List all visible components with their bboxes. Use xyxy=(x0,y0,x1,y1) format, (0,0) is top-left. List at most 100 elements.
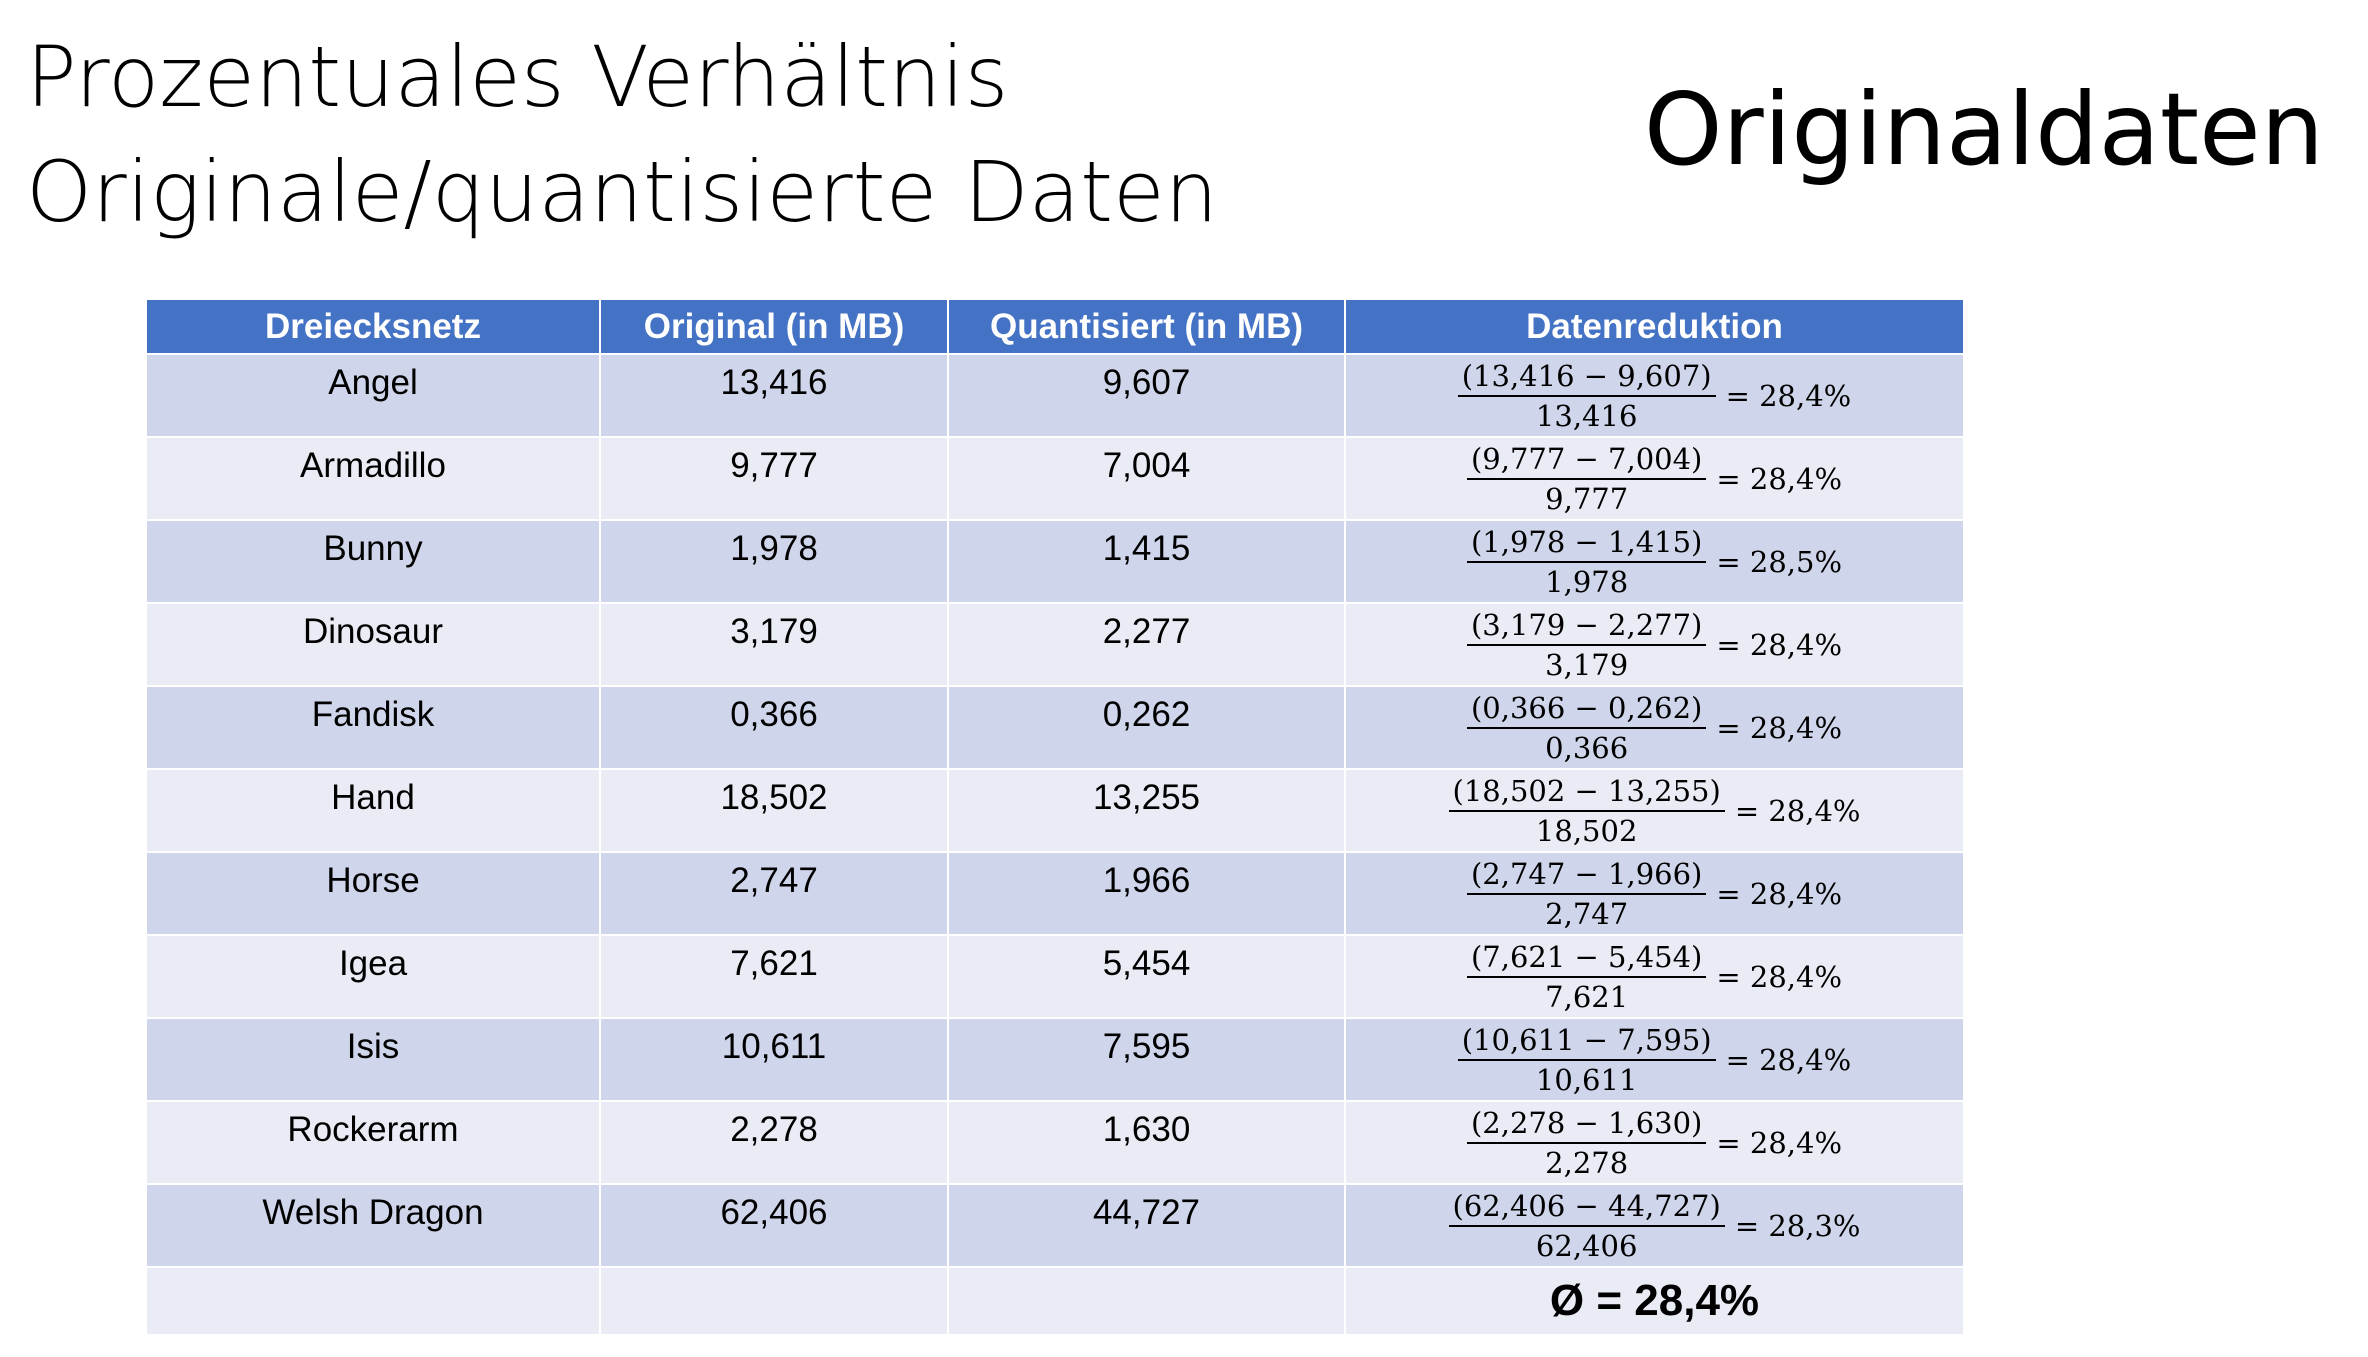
cell-original: 2,747 xyxy=(600,851,949,935)
cell-mesh: Isis xyxy=(147,1017,601,1101)
cell-reduction: (1,978 − 1,415) 1,978 = 28,5% xyxy=(1345,519,1963,603)
fraction-numerator: (18,502 − 13,255) xyxy=(1448,774,1725,812)
fraction-numerator: (62,406 − 44,727) xyxy=(1448,1189,1725,1227)
fraction-denominator: 2,747 xyxy=(1545,896,1629,931)
average-reduction: Ø = 28,4% xyxy=(1345,1266,1963,1334)
fraction: (13,416 − 9,607) 13,416 xyxy=(1457,359,1716,433)
cell-mesh: Welsh Dragon xyxy=(147,1183,601,1267)
fraction-denominator: 0,366 xyxy=(1545,730,1629,765)
reduction-result: = 28,4% xyxy=(1716,710,1843,745)
cell-mesh: Bunny xyxy=(147,519,601,603)
cell-reduction: (2,747 − 1,966) 2,747 = 28,4% xyxy=(1345,851,1963,935)
fraction-numerator: (10,611 − 7,595) xyxy=(1457,1023,1716,1061)
table-header-row: Dreiecksnetz Original (in MB) Quantisier… xyxy=(147,300,1963,354)
fraction-denominator: 10,611 xyxy=(1535,1062,1638,1097)
table-row: Igea 7,621 5,454 (7,621 − 5,454) 7,621 =… xyxy=(147,934,1963,1018)
reduction-formula: (13,416 − 9,607) 13,416 = 28,4% xyxy=(1346,355,1963,436)
table-row: Armadillo 9,777 7,004 (9,777 − 7,004) 9,… xyxy=(147,436,1963,520)
table-row: Angel 13,416 9,607 (13,416 − 9,607) 13,4… xyxy=(147,353,1963,437)
table-row: Fandisk 0,366 0,262 (0,366 − 0,262) 0,36… xyxy=(147,685,1963,769)
cell-reduction: (9,777 − 7,004) 9,777 = 28,4% xyxy=(1345,436,1963,520)
reduction-result: = 28,4% xyxy=(1725,1042,1852,1077)
cell-reduction: (7,621 − 5,454) 7,621 = 28,4% xyxy=(1345,934,1963,1018)
fraction: (2,278 − 1,630) 2,278 xyxy=(1466,1106,1707,1180)
fraction-numerator: (2,278 − 1,630) xyxy=(1466,1106,1707,1144)
reduction-result: = 28,4% xyxy=(1716,1125,1843,1160)
fraction-denominator: 13,416 xyxy=(1535,398,1638,433)
cell-quantized: 1,966 xyxy=(948,851,1346,935)
fraction: (18,502 − 13,255) 18,502 xyxy=(1448,774,1725,848)
reduction-result: = 28,4% xyxy=(1725,378,1852,413)
fraction-denominator: 3,179 xyxy=(1545,647,1629,682)
fraction-denominator: 1,978 xyxy=(1545,564,1629,599)
reduction-formula: (3,179 − 2,277) 3,179 = 28,4% xyxy=(1346,604,1963,685)
cell-mesh: Igea xyxy=(147,934,601,1018)
cell-quantized: 5,454 xyxy=(948,934,1346,1018)
cell-reduction: (2,278 − 1,630) 2,278 = 28,4% xyxy=(1345,1100,1963,1184)
section-label: Originaldaten xyxy=(1643,71,2324,188)
data-reduction-table: Dreiecksnetz Original (in MB) Quantisier… xyxy=(147,300,1963,1334)
table-row: Dinosaur 3,179 2,277 (3,179 − 2,277) 3,1… xyxy=(147,602,1963,686)
footer-cell-empty xyxy=(948,1266,1346,1334)
reduction-result: = 28,5% xyxy=(1716,544,1843,579)
table-row: Bunny 1,978 1,415 (1,978 − 1,415) 1,978 … xyxy=(147,519,1963,603)
fraction-numerator: (2,747 − 1,966) xyxy=(1466,857,1707,895)
cell-original: 62,406 xyxy=(600,1183,949,1267)
reduction-result: = 28,4% xyxy=(1734,793,1861,828)
reduction-formula: (2,278 − 1,630) 2,278 = 28,4% xyxy=(1346,1102,1963,1183)
cell-reduction: (13,416 − 9,607) 13,416 = 28,4% xyxy=(1345,353,1963,437)
fraction-denominator: 2,278 xyxy=(1545,1145,1629,1180)
fraction: (10,611 − 7,595) 10,611 xyxy=(1457,1023,1716,1097)
cell-original: 1,978 xyxy=(600,519,949,603)
table-body: Angel 13,416 9,607 (13,416 − 9,607) 13,4… xyxy=(147,353,1963,1334)
footer-cell-empty xyxy=(600,1266,949,1334)
average-value: Ø = 28,4% xyxy=(1549,1276,1760,1325)
cell-quantized: 44,727 xyxy=(948,1183,1346,1267)
reduction-formula: (62,406 − 44,727) 62,406 = 28,3% xyxy=(1346,1185,1963,1266)
reduction-result: = 28,4% xyxy=(1716,959,1843,994)
cell-reduction: (3,179 − 2,277) 3,179 = 28,4% xyxy=(1345,602,1963,686)
cell-quantized: 0,262 xyxy=(948,685,1346,769)
fraction: (62,406 − 44,727) 62,406 xyxy=(1448,1189,1725,1263)
cell-mesh: Horse xyxy=(147,851,601,935)
table-row: Welsh Dragon 62,406 44,727 (62,406 − 44,… xyxy=(147,1183,1963,1267)
fraction: (3,179 − 2,277) 3,179 xyxy=(1466,608,1707,682)
fraction-numerator: (1,978 − 1,415) xyxy=(1466,525,1707,563)
fraction-numerator: (13,416 − 9,607) xyxy=(1457,359,1716,397)
cell-original: 0,366 xyxy=(600,685,949,769)
reduction-formula: (9,777 − 7,004) 9,777 = 28,4% xyxy=(1346,438,1963,519)
cell-mesh: Armadillo xyxy=(147,436,601,520)
footer-cell-empty xyxy=(147,1266,601,1334)
cell-mesh: Hand xyxy=(147,768,601,852)
cell-mesh: Dinosaur xyxy=(147,602,601,686)
cell-original: 13,416 xyxy=(600,353,949,437)
fraction-denominator: 62,406 xyxy=(1535,1228,1638,1263)
header-quantized: Quantisiert (in MB) xyxy=(948,300,1346,354)
cell-quantized: 1,630 xyxy=(948,1100,1346,1184)
fraction-denominator: 18,502 xyxy=(1535,813,1638,848)
reduction-result: = 28,3% xyxy=(1734,1208,1861,1243)
cell-quantized: 2,277 xyxy=(948,602,1346,686)
cell-original: 7,621 xyxy=(600,934,949,1018)
cell-original: 3,179 xyxy=(600,602,949,686)
cell-mesh: Fandisk xyxy=(147,685,601,769)
table-row: Rockerarm 2,278 1,630 (2,278 − 1,630) 2,… xyxy=(147,1100,1963,1184)
cell-reduction: (18,502 − 13,255) 18,502 = 28,4% xyxy=(1345,768,1963,852)
reduction-result: = 28,4% xyxy=(1716,461,1843,496)
cell-quantized: 7,004 xyxy=(948,436,1346,520)
cell-original: 18,502 xyxy=(600,768,949,852)
header-reduction: Datenreduktion xyxy=(1345,300,1963,354)
fraction: (9,777 − 7,004) 9,777 xyxy=(1466,442,1707,516)
reduction-result: = 28,4% xyxy=(1716,627,1843,662)
title-line-2: Originale/quantisierte Daten xyxy=(26,143,1218,241)
header-original: Original (in MB) xyxy=(600,300,949,354)
table-footer-row: Ø = 28,4% xyxy=(147,1266,1963,1334)
cell-original: 2,278 xyxy=(600,1100,949,1184)
fraction-numerator: (7,621 − 5,454) xyxy=(1466,940,1707,978)
table-row: Hand 18,502 13,255 (18,502 − 13,255) 18,… xyxy=(147,768,1963,852)
fraction-denominator: 9,777 xyxy=(1545,481,1629,516)
title-line-1: Prozentuales Verhältnis xyxy=(26,28,1009,126)
cell-mesh: Angel xyxy=(147,353,601,437)
reduction-formula: (2,747 − 1,966) 2,747 = 28,4% xyxy=(1346,853,1963,934)
fraction: (7,621 − 5,454) 7,621 xyxy=(1466,940,1707,1014)
